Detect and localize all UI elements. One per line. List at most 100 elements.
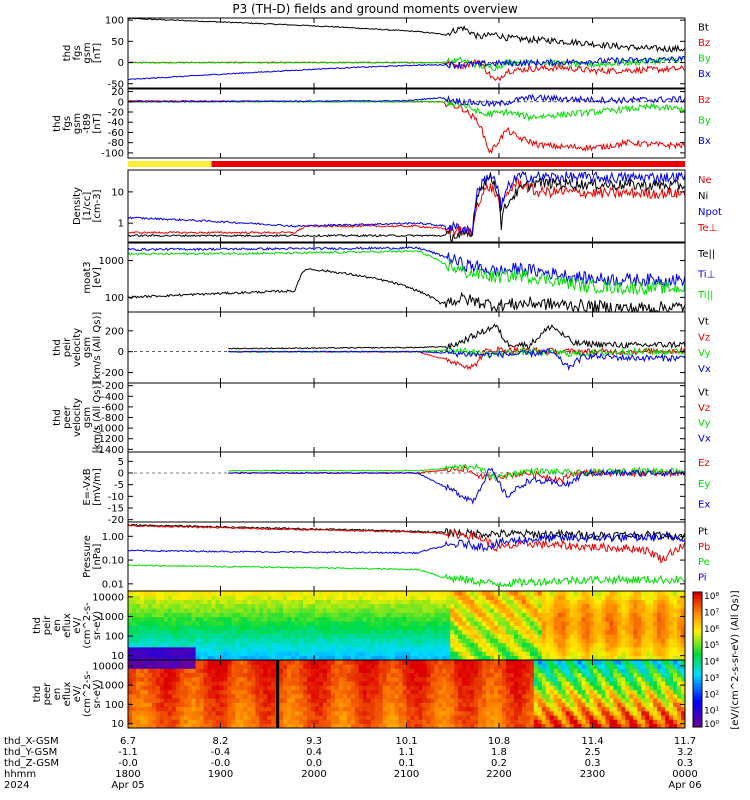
spectrogram-cell [613, 621, 618, 626]
spectrogram-cell [307, 668, 312, 674]
spectrogram-cell [255, 660, 260, 665]
spectrogram-cell [159, 599, 165, 605]
colorbar-step [693, 598, 702, 603]
spectrogram-cell [128, 719, 133, 725]
colorbar-step [693, 639, 702, 644]
spectrogram-cell [521, 694, 527, 699]
spectrogram-cell [131, 698, 137, 703]
spectrogram-cell [187, 608, 192, 613]
spectrogram-cell [354, 702, 360, 708]
spectrogram-cell [573, 660, 578, 665]
spectrogram-cell [402, 647, 407, 652]
spectrogram-cell [171, 591, 177, 596]
spectrogram-cell [482, 612, 487, 618]
spectrogram-cell [569, 668, 574, 674]
spectrogram-cell [283, 706, 288, 712]
spectrogram-cell [151, 677, 157, 682]
spectrogram-cell [211, 694, 216, 699]
spectrogram-cell [255, 672, 260, 678]
spectrogram-cell [155, 706, 161, 712]
spectrogram-cell [183, 638, 188, 644]
spectrogram-cell [490, 629, 495, 635]
spectrogram-cell [565, 634, 570, 639]
spectrogram-cell [378, 638, 383, 644]
spectrogram-cell [203, 629, 208, 635]
spectrogram-cell [434, 599, 439, 605]
spectrogram-cell [649, 647, 654, 652]
spectrogram-cell [557, 715, 562, 720]
spectrogram-cell [454, 664, 459, 669]
spectrogram-cell [601, 672, 606, 678]
spectrogram-cell [581, 595, 586, 600]
spectrogram-cell [466, 685, 471, 691]
spectrogram-cell [235, 702, 240, 708]
spectrogram-cell [394, 702, 399, 708]
spectrogram-cell [589, 711, 594, 716]
spectrogram-cell [239, 664, 244, 669]
spectrogram-cell [557, 719, 562, 725]
spectrogram-cell [454, 681, 459, 686]
spectrogram-cell [649, 591, 654, 596]
spectrogram-cell [295, 702, 300, 708]
colorbar-step [693, 642, 702, 647]
spectrogram-cell [557, 723, 562, 728]
spectrogram-cell [287, 603, 292, 609]
spectrogram-cell [486, 651, 491, 656]
spectrogram-cell [227, 616, 232, 622]
spectrogram-cell [625, 660, 630, 665]
spectrogram-cell [263, 595, 268, 600]
spectrogram-cell [454, 711, 459, 716]
spectrogram-cell [183, 664, 188, 669]
spectrogram-cell [362, 689, 368, 695]
spectrogram-cell [665, 698, 670, 703]
spectrogram-cell [143, 655, 149, 660]
spectrogram-cell [430, 681, 435, 686]
spectrogram-cell [597, 702, 602, 708]
spectrogram-cell [466, 612, 471, 618]
spectrogram-cell [303, 651, 308, 656]
spectrogram-cell [215, 629, 220, 635]
spectrogram-cell [227, 702, 232, 708]
spectrogram-cell [247, 706, 252, 712]
spectrogram-cell [187, 723, 192, 728]
spectrogram-cell [338, 642, 344, 648]
spectrogram-cell [653, 603, 658, 609]
series-line-bz [128, 99, 685, 155]
spectrogram-cell [159, 719, 165, 725]
spectrogram-cell [322, 681, 328, 686]
spectrogram-cell [613, 685, 618, 691]
spectrogram-cell [494, 603, 499, 609]
spectrogram-cell [505, 681, 511, 686]
spectrogram-cell [195, 616, 200, 622]
spectrogram-cell [143, 672, 149, 678]
spectrogram-cell [621, 612, 626, 618]
spectrogram-cell [338, 702, 344, 708]
spectrogram-cell [243, 664, 248, 669]
spectrogram-cell [549, 651, 555, 656]
spectrogram-cell [235, 599, 240, 605]
spectrogram-cell [561, 694, 566, 699]
spectrogram-cell [243, 698, 248, 703]
spectrogram-cell [374, 664, 379, 669]
spectrogram-cell [147, 702, 153, 708]
spectrogram-cell [458, 655, 463, 660]
spectrogram-cell [418, 672, 423, 678]
spectrogram-cell [517, 689, 523, 695]
spectrogram-cell [207, 719, 212, 725]
spectrogram-cell [434, 698, 439, 703]
spectrogram-cell [191, 621, 196, 626]
spectrogram-cell [211, 677, 216, 682]
spectrogram-cell [553, 715, 558, 720]
spectrogram-cell [358, 668, 364, 674]
spectrogram-cell [426, 672, 431, 678]
spectrogram-cell [299, 612, 304, 618]
spectrogram-cell [159, 621, 165, 626]
spectrogram-cell [251, 702, 256, 708]
spectrogram-cell [283, 702, 288, 708]
spectrogram-cell [462, 621, 467, 626]
spectrogram-cell [577, 677, 582, 682]
spectrogram-cell [537, 689, 543, 695]
spectrogram-cell [135, 672, 141, 678]
spectrogram-cell [398, 603, 403, 609]
spectrogram-cell [195, 638, 200, 644]
